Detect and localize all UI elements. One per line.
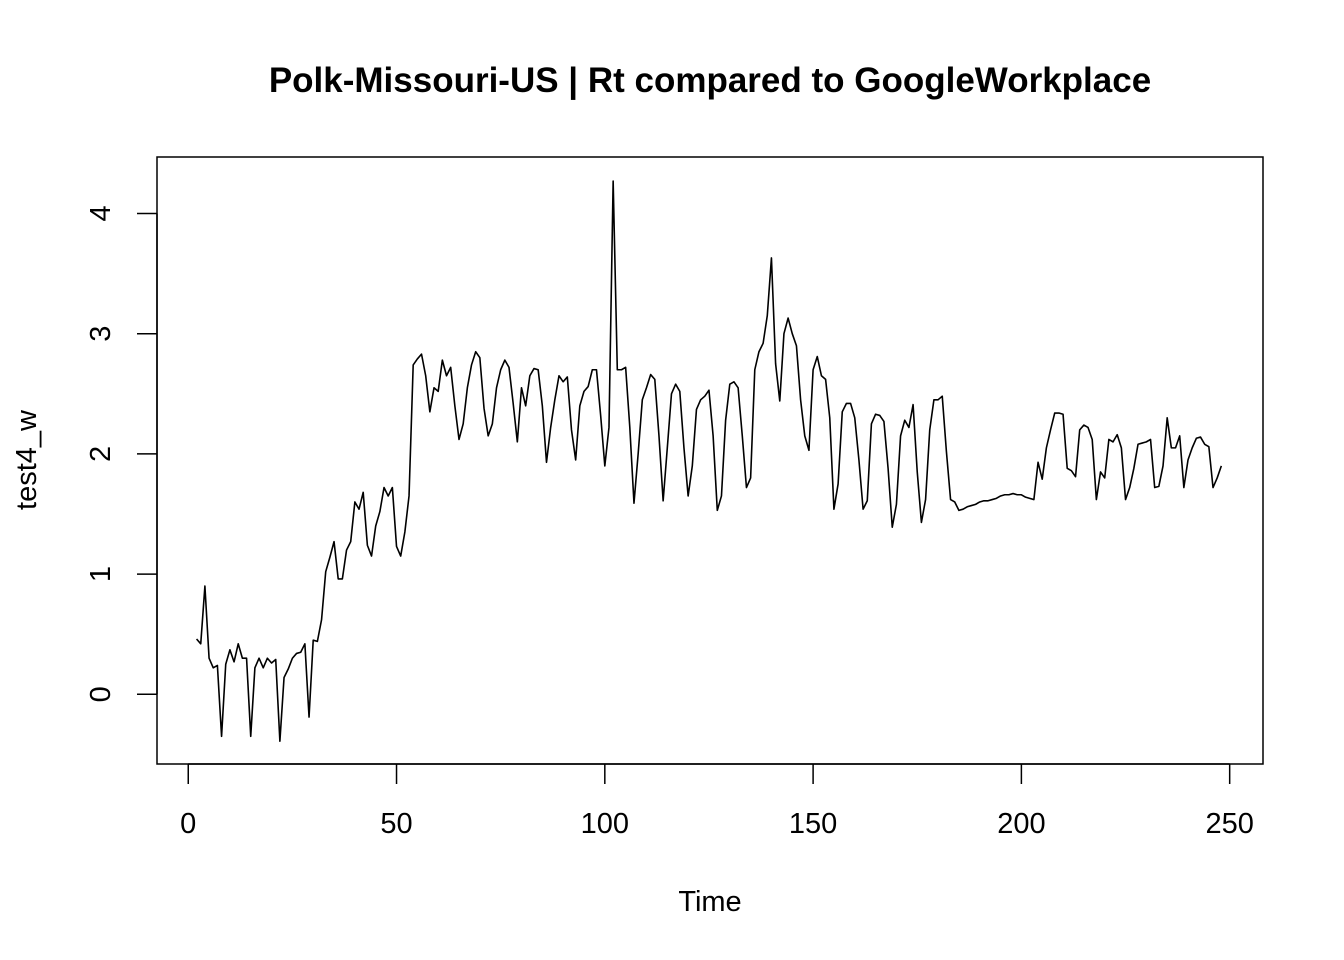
x-axis: 0 50 100 150 200 250 (180, 763, 1254, 840)
series-line-test4_w (195, 180, 1223, 742)
y-tick-label: 1 (85, 566, 117, 582)
y-tick-label: 0 (85, 686, 117, 702)
x-tick-label: 100 (581, 808, 629, 840)
y-tick-label: 3 (85, 326, 117, 342)
chart-title: Polk-Missouri-US | Rt compared to Google… (269, 61, 1151, 100)
x-tick-label: 150 (789, 808, 837, 840)
y-axis: 0 1 2 3 4 (85, 205, 158, 702)
y-tick-label: 2 (85, 446, 117, 462)
x-axis-label: Time (678, 886, 741, 918)
x-tick-label: 0 (180, 808, 196, 840)
y-tick-label: 4 (85, 205, 117, 221)
x-tick-label: 50 (380, 808, 412, 840)
y-axis-label: test4_w (11, 409, 43, 510)
plot-frame (156, 156, 1264, 765)
x-tick-label: 250 (1205, 808, 1253, 840)
x-tick-label: 200 (997, 808, 1045, 840)
